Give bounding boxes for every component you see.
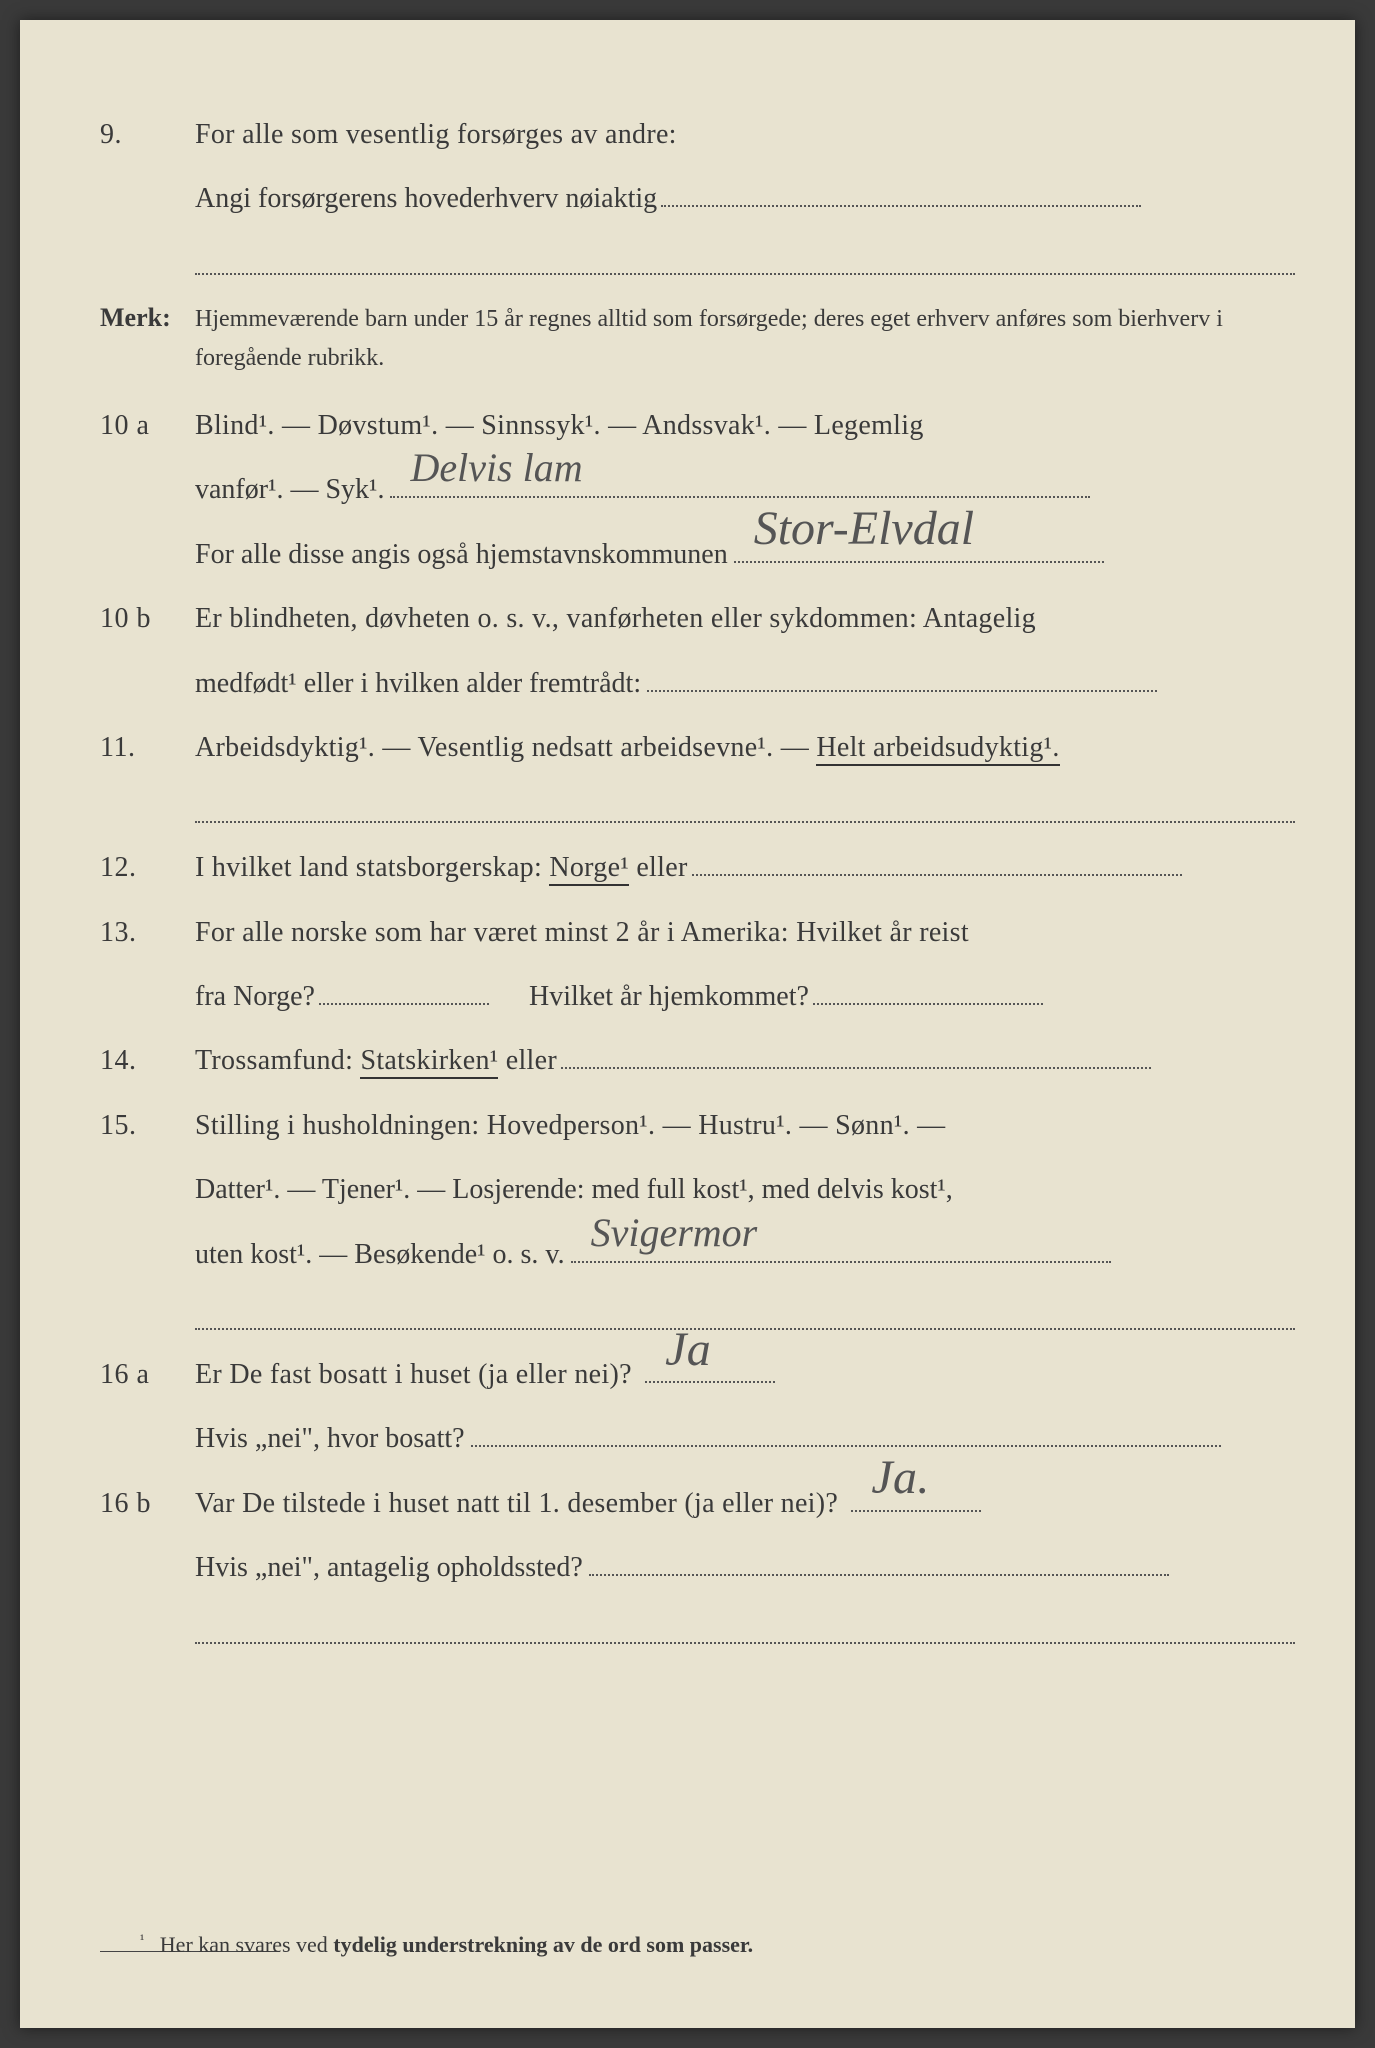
handwritten-answer: Svigermor [591,1197,758,1269]
fill-line: Stor-Elvdal [734,561,1104,563]
question-text: For alle som vesentlig forsørges av andr… [195,110,1295,160]
fill-line: Svigermor [571,1261,1111,1263]
question-10b: 10 b Er blindheten, døvheten o. s. v., v… [100,594,1295,644]
question-number: 16 b [100,1479,195,1529]
fill-line [661,205,1141,207]
question-text: Var De tilstede i huset natt til 1. dese… [195,1479,1295,1529]
question-12: 12. I hvilket land statsborgerskap: Norg… [100,843,1295,893]
handwritten-answer: Ja. [871,1435,929,1521]
question-16b: 16 b Var De tilstede i huset natt til 1.… [100,1479,1295,1529]
question-15-line3: uten kost¹. — Besøkende¹ o. s. v. Sviger… [195,1230,1295,1280]
question-10a-line3: For alle disse angis også hjemstavnskomm… [195,530,1295,580]
question-10b-line2: medfødt¹ eller i hvilken alder fremtrådt… [195,659,1295,709]
label-text: Hvis „nei", hvor bosatt? [195,1414,465,1464]
question-text: Blind¹. — Døvstum¹. — Sinnssyk¹. — Andss… [195,401,1295,451]
question-text: For alle norske som har været minst 2 år… [195,908,1295,958]
label-text: Hvilket år hjemkommet? [529,972,809,1022]
underlined-answer: Helt arbeidsudyktig¹. [816,732,1059,766]
fill-line-full [195,1614,1295,1644]
label-text: Hvis „nei", antagelig opholdssted? [195,1543,583,1593]
fill-line-full [195,793,1295,823]
label-text: vanfør¹. — Syk¹. [195,465,384,515]
fill-line: Ja [645,1381,775,1383]
question-9: 9. For alle som vesentlig forsørges av a… [100,110,1295,160]
question-number: 10 a [100,401,195,451]
question-number: 10 b [100,594,195,644]
question-15: 15. Stilling i husholdningen: Hovedperso… [100,1101,1295,1151]
question-text: Er blindheten, døvheten o. s. v., vanfør… [195,594,1295,644]
handwritten-answer: Ja [665,1307,711,1393]
text-part: Arbeidsdyktig¹. — Vesentlig nedsatt arbe… [195,732,816,763]
fill-line [692,874,1182,876]
label-text: uten kost¹. — Besøkende¹ o. s. v. [195,1230,565,1280]
merk-label: Merk: [100,295,195,342]
fill-line [647,690,1157,692]
question-16b-line2: Hvis „nei", antagelig opholdssted? [195,1543,1295,1593]
underlined-answer: Norge¹ [549,852,629,886]
question-text: Trossamfund: Statskirken¹ eller [195,1036,1295,1086]
question-9-line2: Angi forsørgerens hovederhverv nøiaktig [195,174,1295,224]
underlined-answer: Statskirken¹ [360,1045,498,1079]
label-text: Angi forsørgerens hovederhverv nøiaktig [195,174,657,224]
label-text: Er De fast bosatt i huset (ja eller nei)… [195,1359,632,1390]
question-text: Er De fast bosatt i huset (ja eller nei)… [195,1350,1295,1400]
fill-line-full [195,1300,1295,1330]
question-number: 12. [100,843,195,893]
label-text: Datter¹. — Tjener¹. — Losjerende: med fu… [195,1165,953,1215]
fill-line: Delvis lam [390,496,1090,498]
label-text: medfødt¹ eller i hvilken alder fremtrådt… [195,659,641,709]
question-16a-line2: Hvis „nei", hvor bosatt? [195,1414,1295,1464]
fill-line [813,1003,1043,1005]
question-13-line2: fra Norge? Hvilket år hjemkommet? [195,972,1295,1022]
question-text: Arbeidsdyktig¹. — Vesentlig nedsatt arbe… [195,723,1295,773]
text-part: I hvilket land statsborgerskap: [195,852,549,883]
fill-line [589,1574,1169,1576]
text-part: eller [629,852,688,883]
label-text: For alle disse angis også hjemstavnskomm… [195,530,728,580]
fill-line [471,1445,1221,1447]
merk-note: Merk: Hjemmeværende barn under 15 år reg… [100,295,1295,379]
question-14: 14. Trossamfund: Statskirken¹ eller [100,1036,1295,1086]
question-text: I hvilket land statsborgerskap: Norge¹ e… [195,843,1295,893]
question-number: 11. [100,723,195,773]
fill-line-full [195,245,1295,275]
handwritten-answer: Stor-Elvdal [754,486,974,572]
handwritten-answer: Delvis lam [410,432,582,504]
merk-text: Hjemmeværende barn under 15 år regnes al… [195,300,1295,379]
label-text: fra Norge? [195,972,315,1022]
question-16a: 16 a Er De fast bosatt i huset (ja eller… [100,1350,1295,1400]
question-number: 13. [100,908,195,958]
document-page: 9. For alle som vesentlig forsørges av a… [20,20,1355,2028]
text-part: Trossamfund: [195,1045,360,1076]
footnote-text: ¹ Her kan svares ved tydelig understrekn… [140,1932,753,1958]
question-10a: 10 a Blind¹. — Døvstum¹. — Sinnssyk¹. — … [100,401,1295,451]
question-text: Stilling i husholdningen: Hovedperson¹. … [195,1101,1295,1151]
form-content: 9. For alle som vesentlig forsørges av a… [100,110,1295,1644]
fill-line [319,1003,489,1005]
fill-line [561,1067,1151,1069]
question-number: 9. [100,110,195,160]
question-number: 15. [100,1101,195,1151]
question-10a-line2: vanfør¹. — Syk¹. Delvis lam [195,465,1295,515]
label-text: Var De tilstede i huset natt til 1. dese… [195,1488,838,1519]
question-11: 11. Arbeidsdyktig¹. — Vesentlig nedsatt … [100,723,1295,773]
footnote-body: Her kan svares ved tydelig understreknin… [160,1932,753,1957]
fill-line: Ja. [851,1510,981,1512]
question-13: 13. For alle norske som har været minst … [100,908,1295,958]
question-number: 16 a [100,1350,195,1400]
text-part: eller [498,1045,557,1076]
footnote-marker: ¹ [140,1932,144,1948]
question-number: 14. [100,1036,195,1086]
